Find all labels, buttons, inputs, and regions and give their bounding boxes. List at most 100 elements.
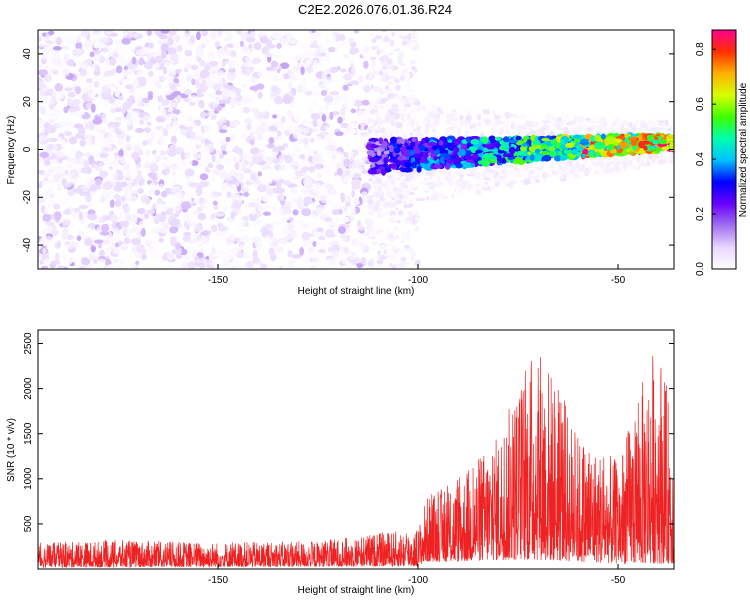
spectrogram-cell [559, 121, 565, 126]
spectrogram-cell [70, 65, 76, 74]
spectrogram-cell [97, 258, 107, 265]
spectrogram-cell [138, 149, 144, 156]
spectrogram-cell [243, 168, 252, 174]
spectrogram-cell [113, 148, 119, 153]
spectrogram-cell [406, 41, 410, 46]
spectrogram-cell [503, 166, 508, 171]
spectrogram-cell [128, 95, 135, 102]
spectrogram-cell [268, 223, 274, 233]
spectrogram-cell [236, 194, 244, 203]
spectrogram-cell [413, 219, 420, 223]
spectrogram-cell [395, 121, 403, 129]
spectrogram-cell [305, 91, 313, 96]
spectrogram-cell [54, 83, 63, 92]
spectrogram-cell [42, 47, 51, 55]
spectrogram-cell [363, 60, 369, 69]
spectrogram-cell [346, 263, 351, 268]
spectrogram-cell [257, 259, 263, 266]
spectrogram-cell [372, 70, 380, 75]
spectrogram-cell [419, 197, 426, 202]
spectrogram-cell [97, 132, 104, 140]
spectrogram-cell [340, 249, 345, 257]
spectrogram-cell [204, 192, 209, 199]
spectrogram-cell [134, 252, 142, 259]
spectrogram-cell [366, 195, 375, 201]
spectrogram-cell [51, 159, 60, 165]
spectrogram-cell [256, 210, 262, 218]
spectrogram-cell [660, 159, 666, 164]
spectrogram-cell [253, 42, 262, 51]
spectrogram-cell [310, 113, 321, 120]
spectrogram-cell [522, 164, 527, 170]
spectrogram-cell [404, 68, 408, 72]
spectrogram-cell [144, 61, 154, 70]
spectrogram-cell [285, 193, 290, 199]
spectrogram-cell [370, 56, 376, 60]
spectrogram-cell [212, 191, 222, 197]
spectrogram-cell [153, 126, 158, 132]
spectrogram-cell [224, 157, 231, 167]
spectrogram-cell [39, 228, 47, 235]
spectrogram-cell [286, 50, 295, 60]
spectrogram-cell [663, 155, 670, 160]
spectrogram-cell [179, 79, 190, 88]
spectrogram-cell [385, 85, 390, 90]
spectrogram-cell [318, 239, 325, 249]
spectrogram-cell [376, 200, 381, 207]
spectrogram-cell [387, 58, 392, 62]
spectrogram-cell [369, 258, 375, 263]
spectrogram-cell [135, 260, 140, 266]
spectrogram-cell [389, 217, 397, 223]
spectrogram-cell [105, 30, 114, 33]
spectrogram-cell [270, 253, 277, 262]
spectrogram-cell [373, 191, 382, 198]
spectrogram-cell [400, 102, 405, 107]
spectrogram-cell [357, 75, 364, 83]
spectrogram-cell [51, 91, 57, 100]
spectrogram-cell [393, 95, 398, 100]
spectrogram-cell [151, 123, 157, 128]
spectrogram-cell [308, 165, 316, 173]
spectrogram-cell [121, 37, 131, 45]
spectrogram-cell [210, 66, 221, 72]
spectrogram-cell [126, 112, 133, 121]
spectrogram-cell [524, 128, 532, 133]
spectrogram-cell [373, 85, 381, 93]
spectrogram-cell [319, 131, 329, 136]
spectrogram-cell [407, 210, 414, 217]
spectrogram-cell [402, 107, 408, 112]
spectrogram-cell [326, 144, 335, 151]
spectrogram-cell [75, 41, 83, 50]
spectrogram-cell [482, 117, 488, 121]
spectrogram-cell [190, 191, 198, 197]
spectrogram-cell [98, 42, 105, 50]
spectrogram-cell [208, 61, 219, 66]
spectrogram-cell [391, 244, 397, 252]
spectrogram-cell [336, 168, 343, 177]
spectrogram-cell [237, 219, 246, 228]
spectrogram-cell [296, 84, 304, 93]
spectrogram-cell [95, 163, 103, 172]
spectrogram-cell [557, 116, 562, 123]
spectrogram-cell [400, 129, 404, 133]
spectrogram-cell [400, 181, 407, 188]
spectrogram-cell [351, 199, 360, 206]
spectrogram-cell [445, 127, 451, 133]
spectrogram-cell [486, 172, 494, 179]
spectrogram-cell [103, 98, 109, 107]
spectrogram-cell [403, 218, 410, 224]
spectrogram-cell [40, 90, 45, 97]
spectrogram-cell [413, 124, 417, 131]
spectrogram-cell [351, 179, 361, 186]
spectrogram-cell [669, 156, 674, 163]
spectrogram-cell [593, 164, 599, 172]
spectrogram-cell [83, 133, 89, 139]
spectrogram-cell [142, 140, 148, 146]
spectrogram-cell [238, 245, 248, 250]
figure-title: C2E2.2026.076.01.36.R24 [298, 2, 452, 17]
spectrogram-cell [64, 87, 73, 92]
spectrogram-cell [77, 126, 86, 135]
spectrogram-cell [350, 261, 355, 267]
spectrogram-cell [372, 127, 376, 132]
spectrogram-cell [143, 127, 151, 133]
